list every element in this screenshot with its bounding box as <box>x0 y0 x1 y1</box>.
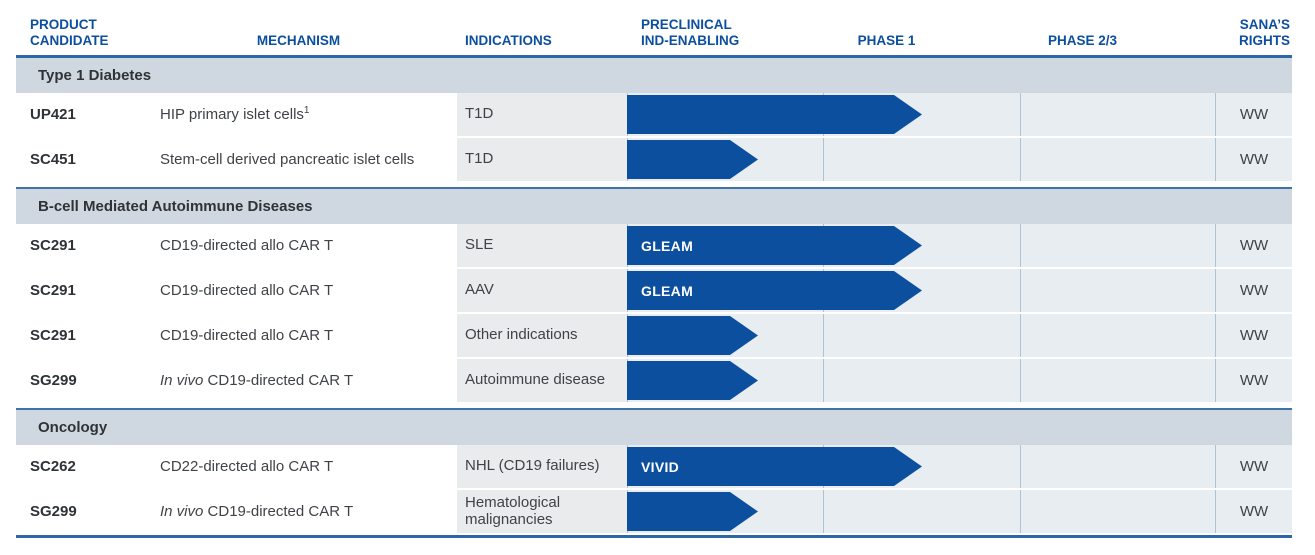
candidate-cell: SC262 <box>16 445 140 488</box>
candidate-cell: SC451 <box>16 138 140 181</box>
pipeline-table: PRODUCT CANDIDATE MECHANISM INDICATIONS … <box>16 2 1292 538</box>
indication-cell: NHL (CD19 failures) <box>457 445 627 488</box>
indication-cell: AAV <box>457 269 627 312</box>
phase23-cell <box>1020 359 1215 402</box>
rights-cell: WW <box>1215 224 1292 267</box>
candidate-cell: SC291 <box>16 224 140 267</box>
rights-cell: WW <box>1215 490 1292 533</box>
header-indications: INDICATIONS <box>465 33 552 49</box>
mechanism-text: Stem-cell derived pancreatic islet cells <box>160 151 415 168</box>
section-title: Type 1 Diabetes <box>38 67 152 84</box>
phase1-cell <box>823 359 1020 402</box>
progress-arrow <box>627 316 758 355</box>
mechanism-cell: CD19-directed allo CAR T <box>140 269 457 312</box>
mechanism-cell: CD19-directed allo CAR T <box>140 314 457 357</box>
phase23-cell <box>1020 138 1215 181</box>
mechanism-text: CD19-directed allo CAR T <box>160 237 334 254</box>
candidate-cell: SC291 <box>16 269 140 312</box>
rights-cell: WW <box>1215 269 1292 312</box>
phase23-cell <box>1020 445 1215 488</box>
pipeline-row-sc291-aav: SC291 CD19-directed allo CAR T AAV WW GL… <box>16 269 1292 314</box>
rights-cell: WW <box>1215 445 1292 488</box>
progress-arrow <box>627 492 758 531</box>
pipeline-header-row: PRODUCT CANDIDATE MECHANISM INDICATIONS … <box>16 2 1292 58</box>
mechanism-cell: In vivo CD19-directed CAR T <box>140 359 457 402</box>
phase23-cell <box>1020 269 1215 312</box>
progress-arrow: GLEAM <box>627 271 922 310</box>
mechanism-text: In vivo CD19-directed CAR T <box>160 372 354 389</box>
progress-arrow <box>627 140 758 179</box>
mechanism-cell: In vivo CD19-directed CAR T <box>140 490 457 533</box>
phase1-cell <box>823 314 1020 357</box>
mechanism-cell: HIP primary islet cells1 <box>140 93 457 136</box>
progress-arrow <box>627 361 758 400</box>
progress-arrow: VIVID <box>627 447 922 486</box>
phase23-cell <box>1020 490 1215 533</box>
mechanism-cell: CD19-directed allo CAR T <box>140 224 457 267</box>
rights-cell: WW <box>1215 314 1292 357</box>
pipeline-row-sc262-nhl: SC262 CD22-directed allo CAR T NHL (CD19… <box>16 445 1292 490</box>
pipeline-row-sg299-autoimmune: SG299 In vivo CD19-directed CAR T Autoim… <box>16 359 1292 404</box>
footnote-marker: 1 <box>303 105 310 116</box>
indication-cell: SLE <box>457 224 627 267</box>
pipeline-row-sg299-heme: SG299 In vivo CD19-directed CAR T Hemato… <box>16 490 1292 535</box>
candidate-cell: UP421 <box>16 93 140 136</box>
rights-cell: WW <box>1215 93 1292 136</box>
header-product-candidate: PRODUCT CANDIDATE <box>30 17 109 49</box>
progress-arrow: GLEAM <box>627 226 922 265</box>
section-title: Oncology <box>38 419 108 436</box>
program-name-label: VIVID <box>641 458 680 475</box>
program-name-label: GLEAM <box>641 237 694 254</box>
progress-arrow <box>627 95 922 134</box>
indication-cell: Other indications <box>457 314 627 357</box>
mechanism-text: CD19-directed allo CAR T <box>160 282 334 299</box>
program-name-label: GLEAM <box>641 282 694 299</box>
phase23-cell <box>1020 314 1215 357</box>
pipeline-row-sc291-other: SC291 CD19-directed allo CAR T Other ind… <box>16 314 1292 359</box>
mechanism-text: HIP primary islet cells1 <box>160 105 310 124</box>
header-mechanism: MECHANISM <box>256 33 341 49</box>
indication-cell: Autoimmune disease <box>457 359 627 402</box>
phase1-cell <box>823 138 1020 181</box>
section-bar-bcell-autoimmune: B-cell Mediated Autoimmune Diseases <box>16 187 1292 224</box>
mechanism-cell: Stem-cell derived pancreatic islet cells <box>140 138 457 181</box>
indication-cell: Hematological malignancies <box>457 490 627 533</box>
pipeline-row-sc291-sle: SC291 CD19-directed allo CAR T SLE WW GL… <box>16 224 1292 269</box>
phase23-cell <box>1020 93 1215 136</box>
phase23-cell <box>1020 224 1215 267</box>
phase1-cell <box>823 490 1020 533</box>
rights-cell: WW <box>1215 138 1292 181</box>
header-sanas-rights: SANA’S RIGHTS <box>1238 17 1290 49</box>
section-bar-type-1-diabetes: Type 1 Diabetes <box>16 58 1292 93</box>
header-phase-1: PHASE 1 <box>857 33 916 49</box>
header-phase-2-3: PHASE 2/3 <box>1047 33 1118 49</box>
candidate-cell: SG299 <box>16 490 140 533</box>
rights-cell: WW <box>1215 359 1292 402</box>
mechanism-cell: CD22-directed allo CAR T <box>140 445 457 488</box>
pipeline-row-up421-t1d: UP421 HIP primary islet cells1 T1D WW <box>16 93 1292 138</box>
mechanism-text: CD19-directed allo CAR T <box>160 327 334 344</box>
pipeline-row-sc451-t1d: SC451 Stem-cell derived pancreatic islet… <box>16 138 1292 183</box>
mechanism-text: In vivo CD19-directed CAR T <box>160 503 354 520</box>
section-bar-oncology: Oncology <box>16 408 1292 445</box>
candidate-cell: SG299 <box>16 359 140 402</box>
indication-cell: T1D <box>457 93 627 136</box>
candidate-cell: SC291 <box>16 314 140 357</box>
section-title: B-cell Mediated Autoimmune Diseases <box>38 198 313 215</box>
header-preclinical: PRECLINICAL IND-ENABLING <box>641 17 740 49</box>
mechanism-text: CD22-directed allo CAR T <box>160 458 334 475</box>
indication-cell: T1D <box>457 138 627 181</box>
